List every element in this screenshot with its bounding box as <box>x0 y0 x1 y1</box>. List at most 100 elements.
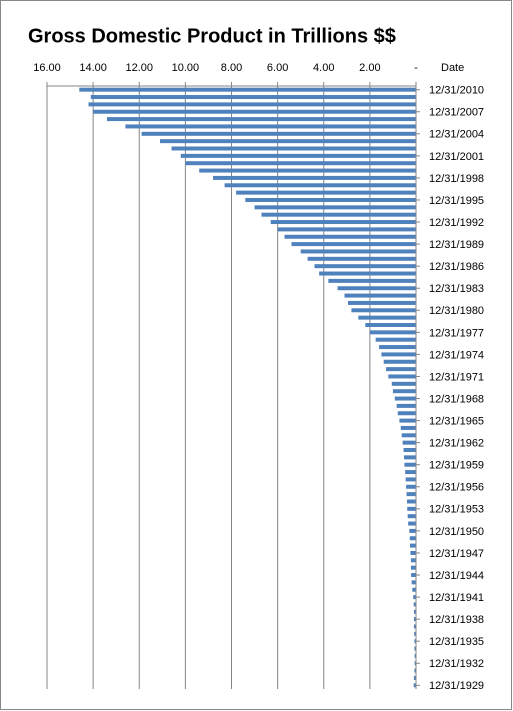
bar <box>413 683 416 688</box>
y-tick-label: 12/31/2001 <box>429 151 484 163</box>
bar <box>410 558 416 563</box>
y-tick-label: 12/31/1971 <box>429 371 484 383</box>
bar <box>401 433 416 438</box>
bar <box>141 131 416 136</box>
bar <box>388 374 416 379</box>
bar <box>413 609 416 614</box>
y-tick-label: 12/31/2007 <box>429 107 484 119</box>
bar <box>199 168 416 173</box>
bar <box>365 322 416 327</box>
bar <box>319 271 416 276</box>
bar <box>405 470 416 475</box>
x-tick-label: 4.00 <box>313 62 334 74</box>
bar <box>337 286 416 291</box>
bar <box>180 153 416 158</box>
bar <box>270 220 416 225</box>
bar <box>400 425 416 430</box>
bar <box>405 477 416 482</box>
bar <box>379 345 416 350</box>
bar <box>404 455 416 460</box>
x-tick-label: 12.00 <box>125 62 153 74</box>
bar <box>185 161 416 166</box>
bar <box>213 175 416 180</box>
bar <box>414 668 416 673</box>
y-tick-label: 12/31/1932 <box>429 658 484 670</box>
bar <box>291 242 416 247</box>
x-tick-label: 2.00 <box>359 62 380 74</box>
bar <box>386 367 416 372</box>
bar <box>284 234 416 239</box>
bar <box>369 330 416 335</box>
y-axis-title: Date <box>441 62 464 74</box>
bar <box>414 653 416 658</box>
x-tick-label: 8.00 <box>221 62 242 74</box>
y-tick-label: 12/31/1941 <box>429 592 484 604</box>
bar <box>412 587 416 592</box>
x-tick-label: - <box>414 62 418 74</box>
bar <box>409 528 416 533</box>
bar <box>245 197 416 202</box>
bar <box>399 418 416 423</box>
bar <box>413 617 416 622</box>
y-tick-label: 12/31/1950 <box>429 526 484 538</box>
bar <box>125 124 416 129</box>
bar <box>410 550 416 555</box>
y-tick-label: 12/31/1944 <box>429 570 484 582</box>
bar <box>408 521 416 526</box>
bar <box>414 646 416 651</box>
y-tick-label: 12/31/1929 <box>429 680 484 692</box>
bar <box>413 624 416 629</box>
y-tick-label: 12/31/1977 <box>429 327 484 339</box>
bar <box>410 565 416 570</box>
y-tick-label: 12/31/1983 <box>429 283 484 295</box>
bar <box>375 337 416 342</box>
bar <box>411 580 416 585</box>
bar <box>407 514 416 519</box>
bar <box>381 352 416 357</box>
x-tick-label: 10.00 <box>172 62 200 74</box>
y-tick-label: 12/31/1959 <box>429 460 484 472</box>
y-tick-label: 12/31/1992 <box>429 217 484 229</box>
bar <box>79 87 416 92</box>
bar <box>300 249 416 254</box>
chart-title: Gross Domestic Product in Trillions $$ <box>28 25 396 47</box>
bar <box>90 95 416 100</box>
y-tick-label: 12/31/1956 <box>429 482 484 494</box>
y-tick-label: 12/31/1974 <box>429 349 484 361</box>
bar <box>407 499 416 504</box>
bar <box>413 675 416 680</box>
y-tick-label: 12/31/1953 <box>429 504 484 516</box>
bar <box>307 256 416 261</box>
bar <box>347 300 416 305</box>
bar <box>396 403 416 408</box>
bar <box>277 227 416 232</box>
y-tick-label: 12/31/1989 <box>429 239 484 251</box>
y-tick-label: 12/31/1986 <box>429 261 484 273</box>
bar <box>383 359 416 364</box>
bar <box>224 183 416 188</box>
y-tick-label: 12/31/1962 <box>429 438 484 450</box>
bar <box>261 212 416 217</box>
bar <box>93 109 416 114</box>
bar <box>314 264 416 269</box>
y-tick-label: 12/31/1995 <box>429 195 484 207</box>
bar <box>106 117 417 122</box>
y-tick-label: 12/31/1938 <box>429 614 484 626</box>
x-tick-label: 6.00 <box>267 62 288 74</box>
bar <box>344 293 416 298</box>
bar <box>351 308 416 313</box>
bar <box>403 448 416 453</box>
bar <box>88 102 416 107</box>
bar <box>409 536 416 541</box>
bar <box>413 595 416 600</box>
bar <box>407 506 416 511</box>
bar <box>402 440 416 445</box>
y-tick-label: 12/31/2004 <box>429 129 484 141</box>
bar <box>410 543 416 548</box>
bar <box>328 278 416 283</box>
bar <box>236 190 416 195</box>
bar <box>160 139 416 144</box>
y-tick-label: 12/31/1935 <box>429 636 484 648</box>
bar <box>358 315 416 320</box>
